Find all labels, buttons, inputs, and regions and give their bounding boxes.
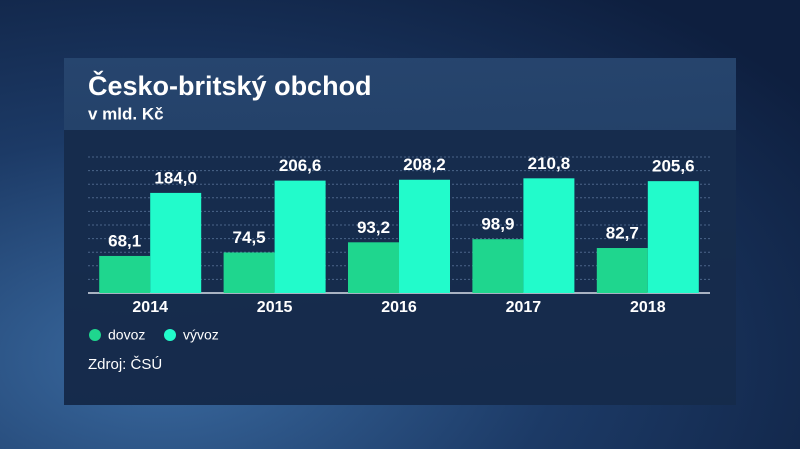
chart-subtitle: v mld. Kč [88,104,164,123]
bar [596,248,648,293]
legend-label: vývoz [183,327,219,343]
bar [99,255,151,293]
value-label: 206,6 [279,156,322,175]
legend-label: dovoz [108,327,145,343]
bar [472,239,524,293]
bar [348,242,399,293]
value-label: 184,0 [154,168,197,187]
value-label: 74,5 [233,228,266,247]
x-tick-label: 2014 [132,299,168,316]
x-tick-label: 2018 [630,299,666,316]
value-label: 208,2 [403,155,446,174]
bar [150,192,202,293]
x-tick-label: 2016 [381,299,417,316]
value-label: 210,8 [528,154,571,173]
value-label: 68,1 [108,231,141,250]
bar [647,181,699,293]
legend-marker [164,329,176,341]
legend-marker [89,329,101,341]
value-label: 93,2 [357,218,390,237]
x-tick-label: 2015 [257,299,293,316]
chart-title: Česko-britský obchod [88,70,372,101]
bar [523,178,575,293]
value-label: 98,9 [481,215,514,234]
x-tick-label: 2017 [506,299,542,316]
value-label: 205,6 [652,157,695,176]
bar [274,180,326,293]
bar [399,179,450,293]
value-label: 82,7 [606,223,639,242]
bar [223,252,275,293]
source: Zdroj: ČSÚ [88,356,162,373]
